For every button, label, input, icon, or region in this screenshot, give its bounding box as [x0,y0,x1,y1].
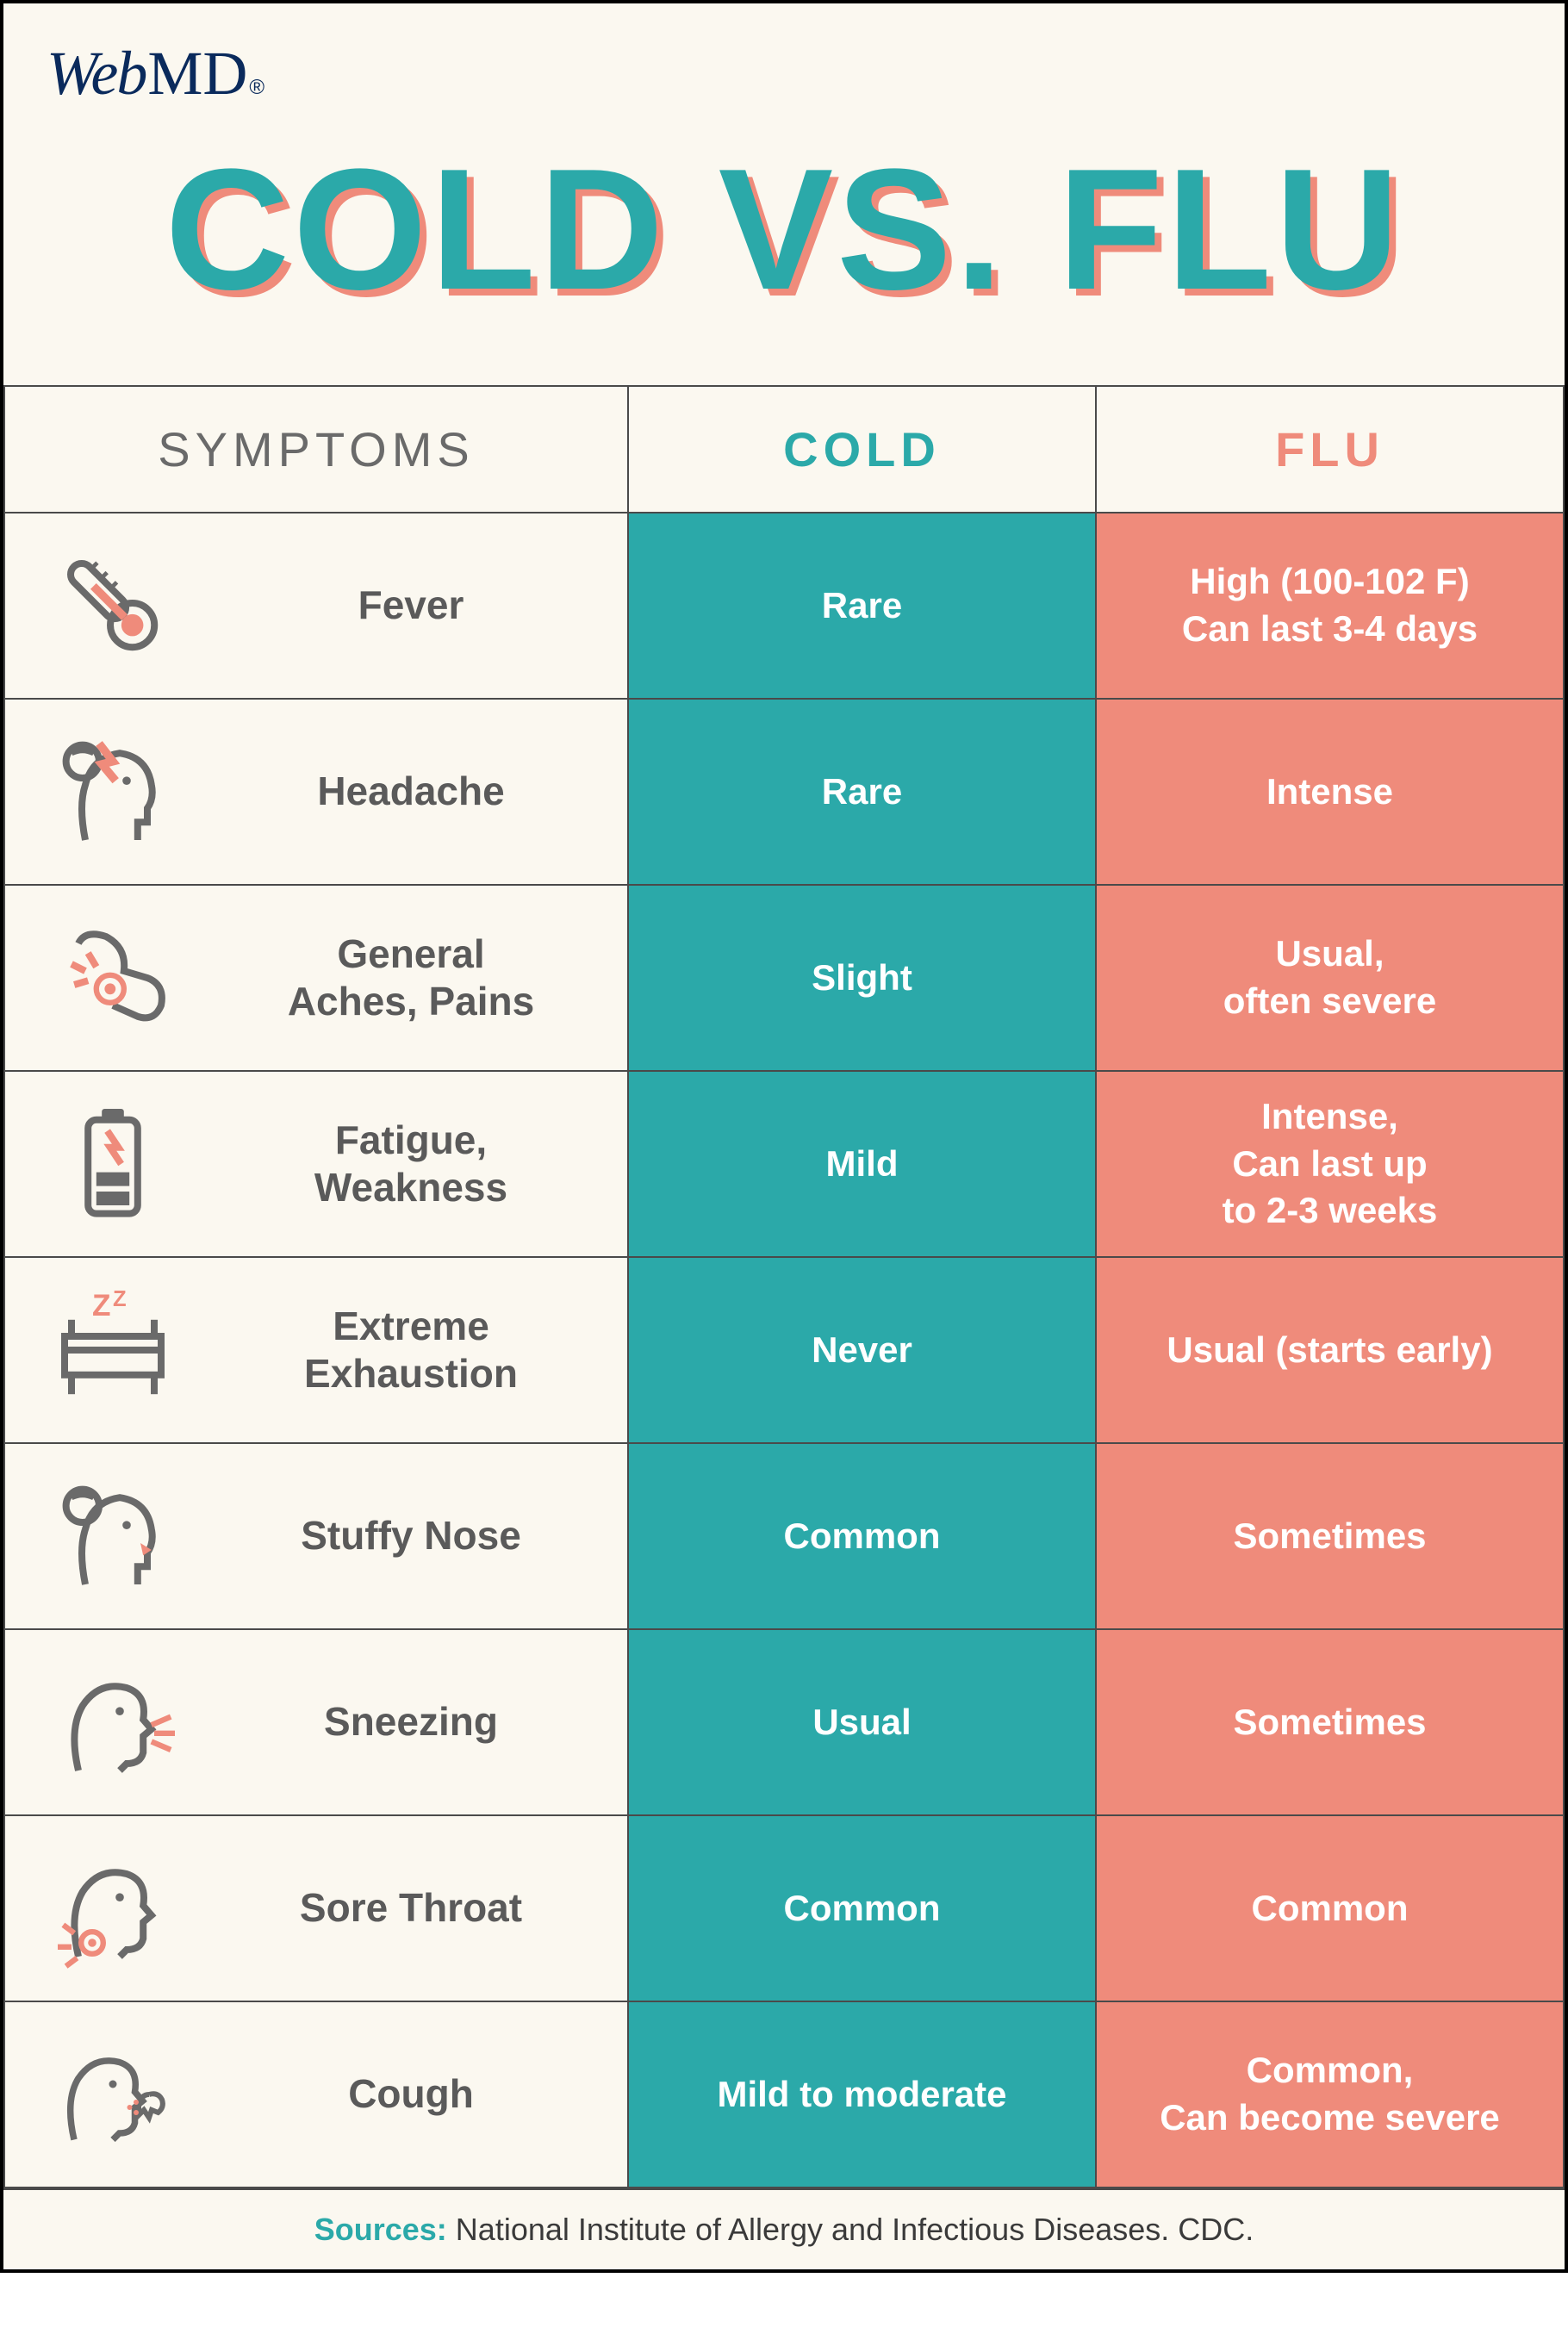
svg-text:Z: Z [92,1289,111,1322]
logo-registered: ® [249,76,264,100]
table-header-row: SYMPTOMS COLD FLU [4,386,1564,513]
flu-value: Common [1096,1815,1564,2001]
header-flu: FLU [1096,386,1564,513]
table-row: GeneralAches, PainsSlightUsual,often sev… [4,885,1564,1071]
sore-throat-icon [40,1835,186,1982]
cold-value: Rare [628,513,1096,699]
flu-value: Common,Can become severe [1096,2001,1564,2188]
flu-value: High (100-102 F)Can last 3-4 days [1096,513,1564,699]
symptom-label: Cough [212,2070,610,2118]
symptom-label: Stuffy Nose [212,1512,610,1559]
flu-value: Intense [1096,699,1564,885]
table-row: Sneezing UsualSometimes [4,1629,1564,1815]
table-row: Cough Mild to moderateCommon,Can become s… [4,2001,1564,2188]
sources-label: Sources: [314,2212,447,2247]
cold-value: Never [628,1257,1096,1443]
table-row: Stuffy Nose CommonSometimes [4,1443,1564,1629]
cold-value: Common [628,1443,1096,1629]
flu-value: Sometimes [1096,1443,1564,1629]
table-row: Headache RareIntense [4,699,1564,885]
muscle-pain-icon [40,905,186,1051]
comparison-table: SYMPTOMS COLD FLU Fever RareHigh (100-102… [3,385,1565,2188]
svg-text:Z: Z [113,1287,127,1311]
battery-low-icon [40,1091,186,1237]
symptom-cell: GeneralAches, Pains [4,885,628,1071]
source-footer: Sources: National Institute of Allergy a… [3,2188,1565,2269]
symptom-label: Sore Throat [212,1884,610,1932]
page-title: COLD VS. FLU [47,144,1521,316]
symptom-label: Fatigue,Weakness [212,1117,610,1211]
header-section: WebMD® COLD VS. FLU [3,3,1565,385]
symptom-label: Headache [212,768,610,815]
thermometer-icon [40,532,186,679]
bed-sleep-icon: ZZ [40,1277,186,1423]
table-row: Fatigue,WeaknessMildIntense,Can last upt… [4,1071,1564,1257]
stuffy-nose-icon [40,1463,186,1609]
flu-value: Sometimes [1096,1629,1564,1815]
symptom-cell: Headache [4,699,628,885]
symptom-cell: Fever [4,513,628,699]
headache-icon [40,719,186,865]
symptom-cell: ZZ ExtremeExhaustion [4,1257,628,1443]
symptom-label: Sneezing [212,1698,610,1746]
cold-value: Common [628,1815,1096,2001]
symptom-cell: Fatigue,Weakness [4,1071,628,1257]
infographic-container: WebMD® COLD VS. FLU SYMPTOMS COLD FLU Fe… [0,0,1568,2273]
cold-value: Mild to moderate [628,2001,1096,2188]
symptom-cell: Sore Throat [4,1815,628,2001]
cold-value: Rare [628,699,1096,885]
table-row: ZZ ExtremeExhaustionNeverUsual (starts ea… [4,1257,1564,1443]
flu-value: Usual,often severe [1096,885,1564,1071]
flu-value: Intense,Can last upto 2-3 weeks [1096,1071,1564,1257]
header-symptoms: SYMPTOMS [4,386,628,513]
cold-value: Slight [628,885,1096,1071]
flu-value: Usual (starts early) [1096,1257,1564,1443]
cold-value: Mild [628,1071,1096,1257]
symptom-cell: Cough [4,2001,628,2188]
cough-icon [40,2021,186,2168]
symptom-label: ExtremeExhaustion [212,1303,610,1397]
sources-text: National Institute of Allergy and Infect… [447,2212,1254,2247]
sneeze-icon [40,1649,186,1795]
symptom-label: Fever [212,582,610,629]
symptom-cell: Sneezing [4,1629,628,1815]
cold-value: Usual [628,1629,1096,1815]
webmd-logo: WebMD® [47,38,1521,109]
header-cold: COLD [628,386,1096,513]
logo-web-text: Web [47,38,146,109]
symptom-cell: Stuffy Nose [4,1443,628,1629]
table-row: Fever RareHigh (100-102 F)Can last 3-4 da… [4,513,1564,699]
table-row: Sore Throat CommonCommon [4,1815,1564,2001]
symptom-label: GeneralAches, Pains [212,930,610,1025]
logo-md-text: MD [147,38,247,109]
